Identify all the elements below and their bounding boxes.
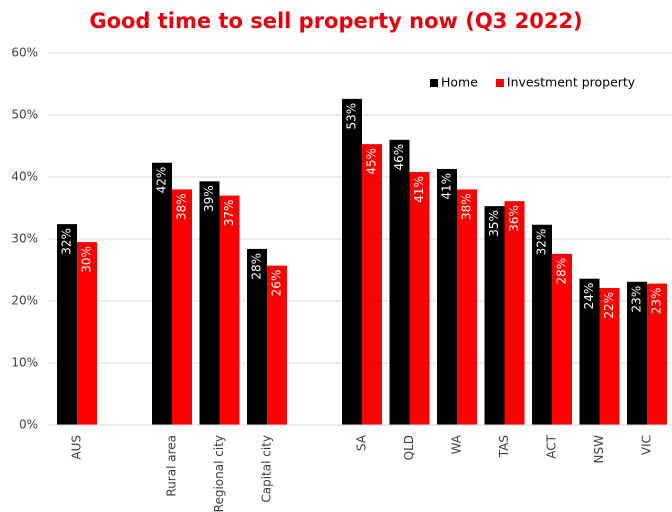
y-tick-label: 0% (19, 418, 38, 432)
bar (552, 253, 572, 425)
data-label: 28% (555, 258, 569, 285)
bar (172, 189, 192, 425)
bar (247, 248, 267, 425)
data-label: 23% (630, 286, 644, 313)
data-label: 28% (250, 253, 264, 280)
legend-swatch (495, 79, 504, 87)
data-label: 32% (535, 229, 549, 256)
bar (267, 265, 287, 425)
data-label: 53% (345, 103, 359, 130)
bar (599, 287, 620, 425)
data-label: 41% (440, 173, 454, 200)
data-label: 39% (202, 185, 216, 212)
data-label: 30% (80, 246, 94, 273)
x-tick-label: Capital city (260, 435, 274, 503)
data-label: 46% (392, 144, 406, 171)
y-tick-label: 30% (11, 232, 38, 246)
x-tick-label: AUS (70, 435, 84, 460)
data-label: 32% (60, 228, 74, 255)
data-label: 38% (175, 193, 189, 220)
x-tick-label: SA (355, 434, 369, 451)
x-tick-label: Rural area (165, 435, 179, 497)
bar (389, 139, 410, 426)
bar (77, 242, 97, 425)
data-label: 42% (155, 167, 169, 194)
data-label: 41% (412, 176, 426, 203)
x-tick-label: Regional city (212, 435, 226, 512)
x-tick-label: ACT (545, 434, 559, 458)
data-label: 35% (487, 210, 501, 237)
bar (219, 195, 240, 425)
bar (199, 181, 220, 425)
legend-label: Investment property (507, 75, 636, 90)
bar (152, 162, 172, 426)
bar (409, 172, 430, 425)
bar (647, 283, 667, 425)
data-label: 23% (650, 288, 664, 315)
bar (437, 168, 457, 425)
y-tick-label: 60% (11, 46, 38, 60)
data-label: 22% (602, 292, 616, 319)
bar (627, 281, 647, 425)
y-tick-label: 10% (11, 356, 38, 370)
x-tick-label: VIC (640, 435, 654, 455)
bar (484, 206, 505, 425)
x-tick-label: NSW (592, 435, 606, 464)
bar (57, 224, 77, 425)
bar (362, 144, 382, 425)
data-label: 24% (582, 283, 596, 310)
y-tick-label: 40% (11, 170, 38, 184)
legend-swatch (430, 79, 438, 87)
data-label: 38% (460, 193, 474, 220)
bar (342, 98, 362, 425)
bar (504, 201, 525, 425)
data-label: 45% (365, 148, 379, 175)
x-tick-label: WA (450, 434, 464, 454)
data-label: 37% (222, 200, 236, 227)
y-tick-label: 20% (11, 294, 38, 308)
bar (579, 278, 600, 425)
bar (457, 189, 477, 425)
x-tick-label: QLD (402, 435, 416, 460)
bar (532, 224, 552, 425)
y-tick-label: 50% (11, 108, 38, 122)
data-label: 36% (507, 205, 521, 232)
x-tick-label: TAS (497, 435, 511, 458)
legend-label: Home (441, 75, 478, 90)
data-label: 26% (270, 270, 284, 297)
chart-title: Good time to sell property now (Q3 2022) (89, 9, 582, 33)
